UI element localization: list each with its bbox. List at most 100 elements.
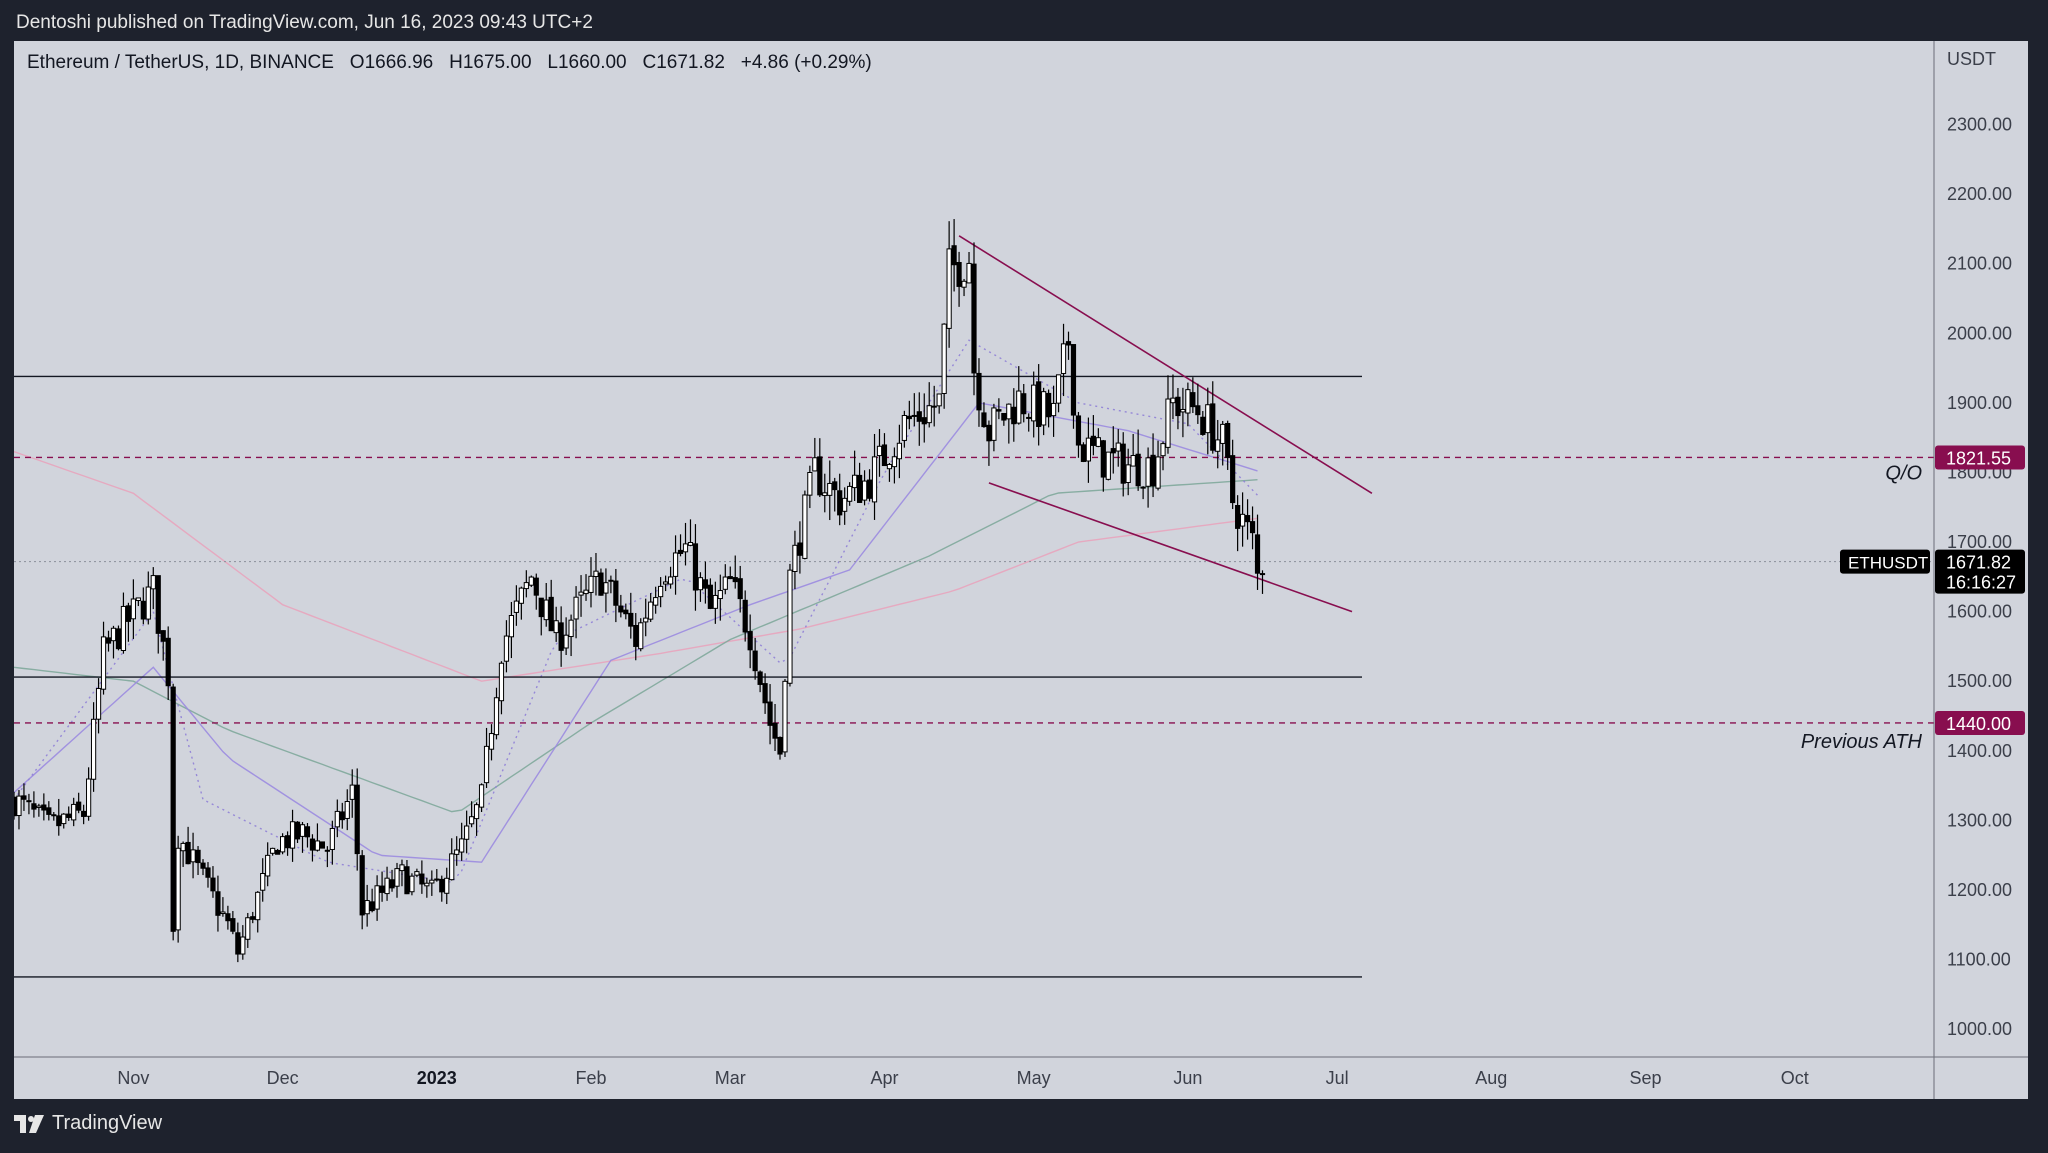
time-axis-label: Dec bbox=[267, 1068, 299, 1088]
candle-body bbox=[1031, 384, 1037, 422]
candle-body bbox=[165, 637, 171, 687]
candle-body bbox=[1170, 397, 1176, 404]
candle-body bbox=[379, 885, 385, 893]
candle-body bbox=[548, 596, 554, 632]
candle-body bbox=[459, 838, 465, 853]
candle-body bbox=[444, 877, 450, 894]
candle-body bbox=[1095, 437, 1101, 447]
legend-change: +4.86 (+0.29%) bbox=[740, 52, 872, 73]
candle-body bbox=[160, 630, 166, 642]
candle-body bbox=[260, 873, 266, 891]
candle-body bbox=[344, 801, 350, 819]
candle-body bbox=[1065, 341, 1072, 346]
candle-body bbox=[648, 601, 654, 620]
candle-body bbox=[1135, 453, 1141, 487]
candle-body bbox=[672, 552, 679, 577]
candle-body bbox=[493, 697, 500, 736]
candle-body bbox=[1235, 505, 1241, 529]
candle-body bbox=[454, 849, 460, 855]
candle-body bbox=[1254, 534, 1261, 574]
candle-body bbox=[1140, 486, 1146, 489]
candle-body bbox=[394, 868, 400, 887]
candle-body bbox=[270, 847, 276, 854]
legend-symbol[interactable]: Ethereum / TetherUS, 1D, BINANCE bbox=[27, 52, 334, 73]
candle-body bbox=[871, 456, 878, 503]
candle-body bbox=[180, 842, 186, 852]
candle-body bbox=[230, 918, 236, 932]
legend-low: 1660.00 bbox=[557, 52, 627, 73]
candle-body bbox=[558, 622, 564, 651]
legend-open-label: O bbox=[349, 52, 365, 73]
candle-body bbox=[802, 494, 808, 559]
candle-body bbox=[772, 722, 778, 739]
candle-body bbox=[996, 409, 1002, 412]
candle-body bbox=[424, 882, 430, 887]
candle-body bbox=[170, 686, 176, 932]
candle-body bbox=[1249, 521, 1256, 534]
candle-body bbox=[911, 414, 917, 417]
price-axis-currency: USDT bbox=[1947, 49, 1996, 69]
candle-body bbox=[1026, 416, 1032, 419]
price-tick-label: 1500.00 bbox=[1947, 671, 2012, 691]
candle-body bbox=[528, 576, 534, 586]
candle-body bbox=[309, 838, 316, 851]
time-axis-label: Nov bbox=[117, 1068, 149, 1088]
candle-body bbox=[145, 586, 151, 620]
candle-body bbox=[319, 841, 325, 849]
price-tick-label: 2200.00 bbox=[1947, 184, 2012, 204]
candle-body bbox=[568, 619, 574, 638]
candle-body bbox=[255, 891, 261, 921]
candle-body bbox=[125, 605, 132, 622]
candle-body bbox=[1075, 415, 1082, 446]
chart-frame[interactable]: Q/O Previous ATH USDT 2300.00 2200.00 2100.0… bbox=[14, 41, 2028, 1099]
candle-body bbox=[752, 650, 758, 672]
candle-body bbox=[21, 795, 27, 800]
candle-body bbox=[762, 683, 768, 704]
candle-body bbox=[195, 849, 201, 864]
horizontal-lines bbox=[14, 375, 1934, 978]
candle-body bbox=[737, 578, 743, 600]
candle-body bbox=[906, 415, 912, 420]
chart-svg[interactable]: Q/O Previous ATH USDT 2300.00 2200.00 2100.0… bbox=[14, 41, 2028, 1099]
candle-body bbox=[603, 582, 609, 594]
candle-body bbox=[643, 617, 649, 623]
candle-body bbox=[115, 628, 122, 650]
candle-body bbox=[692, 543, 699, 591]
candle-body bbox=[1240, 513, 1246, 527]
candle-body bbox=[71, 803, 77, 821]
candle-body bbox=[31, 803, 37, 810]
symbol-legend[interactable]: Ethereum / TetherUS, 1D, BINANCE O1666.9… bbox=[27, 52, 872, 74]
candle-body bbox=[747, 631, 753, 651]
candle-body bbox=[409, 875, 415, 893]
price-tag-label: 1440.00 bbox=[1946, 714, 2011, 734]
legend-high-label: H bbox=[449, 52, 463, 73]
candle-body bbox=[1080, 444, 1087, 462]
candle-body bbox=[782, 680, 788, 753]
candle-body bbox=[105, 637, 112, 644]
candle-body bbox=[1090, 435, 1096, 446]
candle-body bbox=[190, 849, 196, 863]
candle-body bbox=[1006, 403, 1012, 420]
candle-body bbox=[235, 932, 241, 955]
candle-body bbox=[150, 575, 156, 590]
price-tag bbox=[1935, 710, 2025, 735]
candle-body bbox=[1180, 408, 1186, 413]
candle-body bbox=[956, 261, 962, 287]
time-axis-label: Sep bbox=[1629, 1068, 1661, 1088]
candle-body bbox=[827, 482, 833, 496]
price-tick-label: 1600.00 bbox=[1947, 602, 2012, 622]
countdown-label: 16:16:27 bbox=[1946, 573, 2016, 593]
price-tick-label: 2100.00 bbox=[1947, 254, 2012, 274]
candle-body bbox=[265, 854, 271, 877]
candle-body bbox=[1050, 402, 1057, 417]
footer-bar: TradingView bbox=[0, 1098, 2048, 1153]
candle-body bbox=[931, 405, 937, 408]
legend-close: 1671.82 bbox=[656, 52, 725, 73]
candle-body bbox=[1036, 381, 1042, 427]
candle-body bbox=[628, 612, 634, 627]
candle-body bbox=[384, 877, 390, 895]
candle-body bbox=[294, 821, 301, 840]
candle-body bbox=[653, 597, 659, 606]
tradingview-brand[interactable]: TradingView bbox=[14, 1112, 162, 1135]
candle-body bbox=[861, 480, 868, 501]
